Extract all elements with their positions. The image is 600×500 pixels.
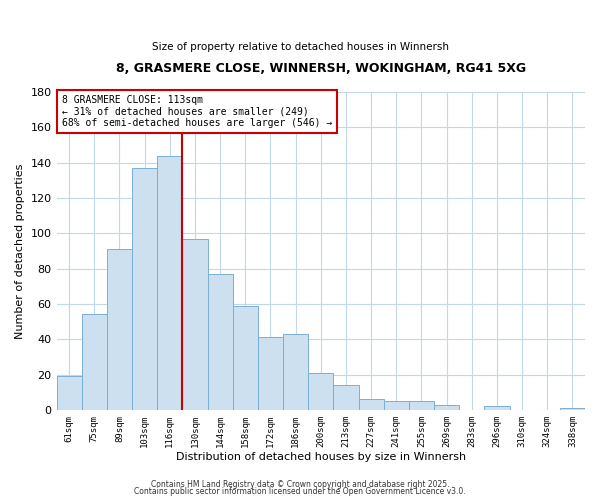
Title: 8, GRASMERE CLOSE, WINNERSH, WOKINGHAM, RG41 5XG: 8, GRASMERE CLOSE, WINNERSH, WOKINGHAM, … [116,62,526,76]
Bar [82,314,107,410]
Bar [434,404,459,410]
Bar [208,274,233,410]
Bar [283,334,308,410]
Text: Contains HM Land Registry data © Crown copyright and database right 2025.: Contains HM Land Registry data © Crown c… [151,480,449,489]
Bar [409,401,434,410]
Bar [132,168,157,410]
Bar [359,399,383,410]
Bar [157,156,182,410]
Bar [258,338,283,410]
Bar [334,385,359,410]
Text: Size of property relative to detached houses in Winnersh: Size of property relative to detached ho… [151,42,449,52]
Bar [56,376,82,410]
Bar [383,401,409,410]
Bar [107,249,132,410]
Bar [560,408,585,410]
Y-axis label: Number of detached properties: Number of detached properties [15,163,25,338]
Bar [484,406,509,410]
X-axis label: Distribution of detached houses by size in Winnersh: Distribution of detached houses by size … [176,452,466,462]
Bar [233,306,258,410]
Bar [182,238,208,410]
Text: Contains public sector information licensed under the Open Government Licence v3: Contains public sector information licen… [134,487,466,496]
Text: 8 GRASMERE CLOSE: 113sqm
← 31% of detached houses are smaller (249)
68% of semi-: 8 GRASMERE CLOSE: 113sqm ← 31% of detach… [62,95,332,128]
Bar [308,372,334,410]
